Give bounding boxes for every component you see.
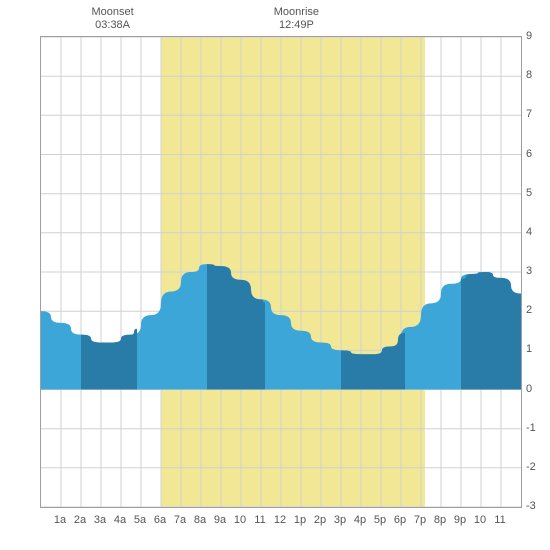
x-tick: 3p bbox=[334, 514, 346, 526]
x-tick: 11 bbox=[494, 514, 505, 526]
x-tick: 12 bbox=[274, 514, 286, 526]
x-tick: 9a bbox=[214, 514, 226, 526]
y-tick: 3 bbox=[526, 265, 532, 277]
header-labels: Moonset 03:38A Moonrise 12:49P bbox=[0, 6, 550, 36]
y-axis: -3-2-10123456789 bbox=[526, 36, 550, 506]
x-tick: 7a bbox=[174, 514, 186, 526]
y-tick: 8 bbox=[526, 69, 532, 81]
x-tick: 3a bbox=[94, 514, 106, 526]
y-tick: -3 bbox=[526, 500, 536, 512]
y-tick: 5 bbox=[526, 187, 532, 199]
x-tick: 7p bbox=[414, 514, 426, 526]
tide-series bbox=[41, 37, 521, 507]
y-tick: 7 bbox=[526, 108, 532, 120]
x-tick: 1a bbox=[54, 514, 66, 526]
y-tick: -1 bbox=[526, 422, 536, 434]
x-tick: 6a bbox=[154, 514, 166, 526]
x-tick: 4p bbox=[354, 514, 366, 526]
x-tick: 8a bbox=[194, 514, 206, 526]
x-tick: 10 bbox=[474, 514, 486, 526]
moonset-label: Moonset 03:38A bbox=[91, 6, 133, 32]
x-tick: 1p bbox=[294, 514, 306, 526]
x-tick: 8p bbox=[434, 514, 446, 526]
plot-area bbox=[40, 36, 522, 508]
y-tick: -2 bbox=[526, 461, 536, 473]
x-tick: 5a bbox=[134, 514, 146, 526]
x-tick: 10 bbox=[234, 514, 246, 526]
x-tick: 5p bbox=[374, 514, 386, 526]
x-tick: 2p bbox=[314, 514, 326, 526]
x-tick: 4a bbox=[114, 514, 126, 526]
x-tick: 9p bbox=[454, 514, 466, 526]
moonset-title: Moonset bbox=[91, 6, 133, 19]
y-tick: 6 bbox=[526, 148, 532, 160]
moonrise-title: Moonrise bbox=[274, 6, 319, 19]
moonrise-label: Moonrise 12:49P bbox=[274, 6, 319, 32]
moonset-time: 03:38A bbox=[91, 19, 133, 32]
x-tick: 11 bbox=[254, 514, 265, 526]
x-axis: 1a 2a 3a 4a 5a 6a 7a 8a 9a 10 11 12 1p 2p 3p 4p 5p 6p 7p 8p… bbox=[40, 514, 520, 534]
y-tick: 9 bbox=[526, 30, 532, 42]
tide-chart: { "layout": { "canvas_w": 550, "canvas_h… bbox=[0, 0, 550, 550]
x-tick: 2a bbox=[74, 514, 86, 526]
x-tick: 6p bbox=[394, 514, 406, 526]
moonrise-time: 12:49P bbox=[274, 19, 319, 32]
y-tick: 2 bbox=[526, 304, 532, 316]
y-tick: 4 bbox=[526, 226, 532, 238]
y-tick: 0 bbox=[526, 383, 532, 395]
y-tick: 1 bbox=[526, 343, 532, 355]
